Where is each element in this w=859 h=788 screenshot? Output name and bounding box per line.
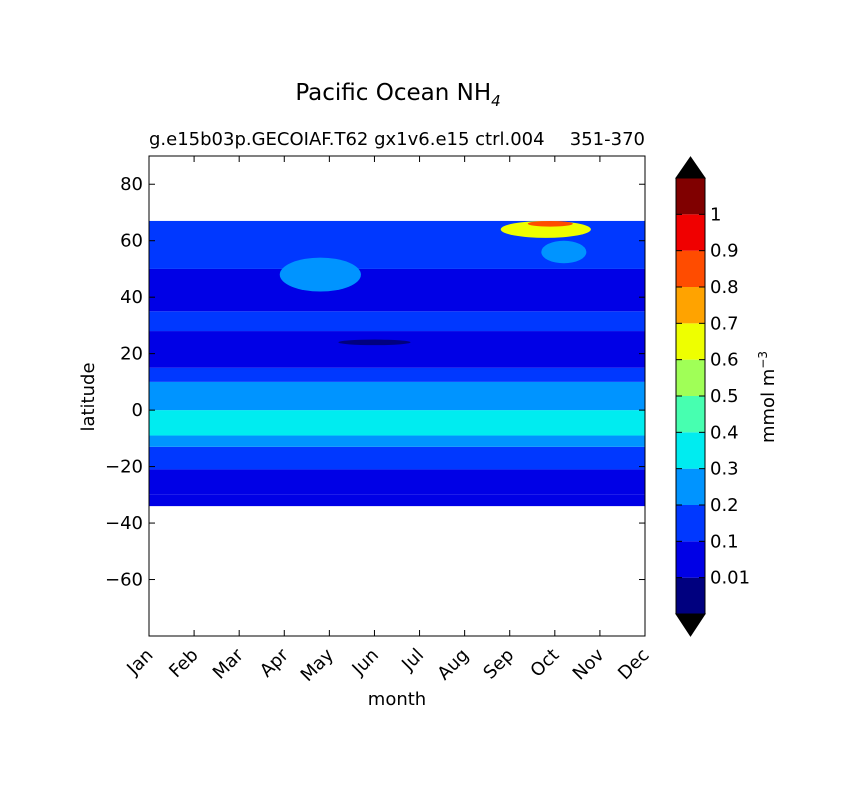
colorbar-tick-label: 0.7 [710, 313, 739, 334]
chart-subtitle-left: g.e15b03p.GECOIAF.T62 gx1v6.e15 ctrl.004 [149, 129, 545, 150]
x-tick-label: Jan [122, 645, 157, 680]
colorbar-tick-label: 0.9 [710, 241, 739, 262]
chart-subtitle-right: 351-370 [570, 129, 645, 150]
x-tick-label: May [297, 644, 338, 685]
colorbar-tick-label: 0.4 [710, 422, 739, 443]
colorbar-swatch [676, 577, 705, 614]
heatmap-feature [338, 339, 411, 346]
x-tick-label: Feb [165, 645, 202, 682]
y-axis: 80 60 40 20 0 −20 −40 −60 [105, 174, 645, 591]
y-tick-label: 0 [132, 400, 143, 421]
heatmap-band [149, 435, 645, 447]
chart-title: Pacific Ocean NH4 [295, 80, 500, 110]
colorbar-tick-label: 0.1 [710, 531, 739, 552]
x-tick-label: Jun [348, 645, 383, 680]
x-tick-label: Mar [209, 644, 248, 683]
heatmap-feature [279, 257, 361, 292]
chart-title-text: Pacific Ocean NH [295, 80, 491, 106]
x-tick-label: Aug [433, 645, 473, 685]
heatmap-feature [527, 220, 573, 227]
heatmap-feature [541, 240, 587, 264]
colorbar-tick-label: 0.5 [710, 386, 739, 407]
colorbar-extend-over [675, 156, 706, 179]
y-tick-label: 40 [120, 287, 143, 308]
colorbar-extend-under [675, 613, 706, 637]
heatmap-band [149, 469, 645, 495]
x-tick-label: Dec [614, 645, 653, 684]
y-tick-label: −20 [105, 457, 143, 478]
plot-data-layer [149, 220, 645, 507]
colorbar-swatch [676, 214, 705, 251]
y-tick-label: −60 [105, 570, 143, 591]
colorbar: 0.01 0.1 0.2 0.3 0.4 0.5 0.6 0.7 0.8 0.9 1 [675, 156, 750, 637]
colorbar-label-text: mmol m [758, 369, 779, 443]
x-tick-label: Oct [526, 645, 563, 682]
colorbar-label-superscript: −3 [756, 351, 770, 369]
colorbar-swatch [676, 178, 705, 215]
x-tick-label: Nov [569, 644, 609, 684]
colorbar-label: mmol m−3 [756, 351, 779, 443]
y-tick-label: −40 [105, 513, 143, 534]
colorbar-swatch [676, 359, 705, 396]
colorbar-tick-label: 0.6 [710, 350, 739, 371]
colorbar-swatch [676, 287, 705, 324]
y-tick-label: 20 [120, 344, 143, 365]
heatmap-band [149, 367, 645, 382]
colorbar-swatch [676, 323, 705, 360]
chart-title-subscript: 4 [491, 92, 501, 110]
colorbar-tick-label: 0.01 [710, 568, 750, 589]
colorbar-tick-label: 0.2 [710, 495, 739, 516]
heatmap-band [149, 268, 645, 312]
heatmap-band [149, 331, 645, 368]
colorbar-tick-label: 0.3 [710, 459, 739, 480]
colorbar-tick-label: 0.8 [710, 277, 739, 298]
heatmap-band [149, 381, 645, 411]
colorbar-swatch [676, 468, 705, 505]
y-tick-label: 80 [120, 174, 143, 195]
heatmap-band [149, 410, 645, 436]
heatmap-band [149, 446, 645, 470]
colorbar-tick-label: 1 [710, 204, 721, 225]
y-axis-label: latitude [78, 362, 99, 431]
x-tick-label: Sep [479, 645, 518, 684]
colorbar-swatch [676, 396, 705, 433]
colorbar-swatch [676, 505, 705, 542]
plot-frame [148, 155, 646, 637]
colorbar-swatch [676, 432, 705, 469]
x-tick-label: Apr [256, 644, 293, 681]
x-tick-label: Jul [397, 645, 428, 676]
heatmap-band [149, 311, 645, 332]
x-axis-label: month [368, 689, 426, 710]
y-tick-label: 60 [120, 231, 143, 252]
colorbar-swatch [676, 250, 705, 287]
heatmap-band [149, 494, 645, 507]
colorbar-swatch [676, 541, 705, 578]
